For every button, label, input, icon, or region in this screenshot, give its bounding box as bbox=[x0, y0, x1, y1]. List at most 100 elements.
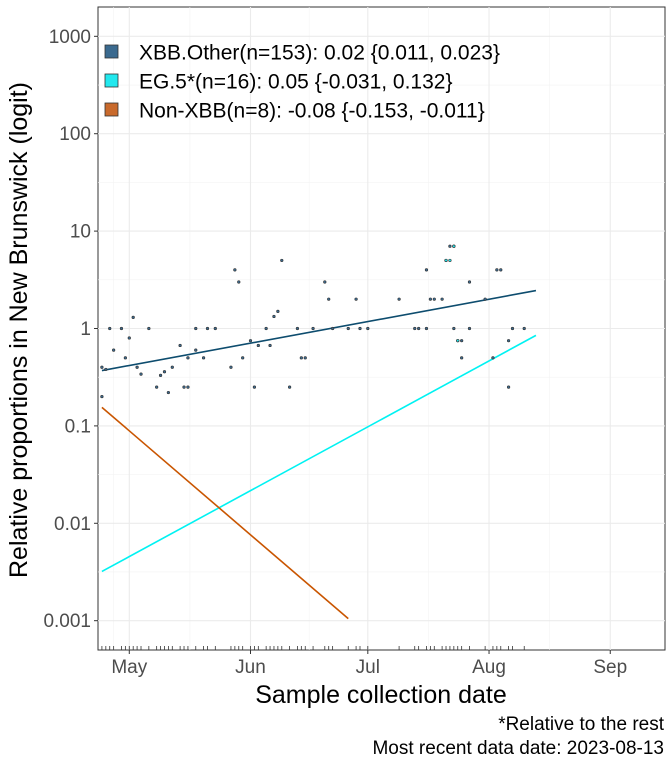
data-point-0 bbox=[131, 315, 135, 320]
y-tick-label: 100 bbox=[59, 124, 91, 145]
data-point-0 bbox=[264, 326, 268, 331]
data-point-0 bbox=[288, 385, 292, 389]
y-axis-title: Relative proportions in New Brunswick (l… bbox=[5, 82, 33, 578]
data-point-0 bbox=[237, 280, 241, 284]
data-point-0 bbox=[323, 280, 327, 284]
data-point-0 bbox=[123, 356, 127, 360]
data-point-0 bbox=[135, 365, 139, 369]
data-point-0 bbox=[424, 326, 429, 331]
data-point-0 bbox=[460, 339, 464, 343]
data-point-0 bbox=[147, 326, 151, 331]
x-tick-label: Aug bbox=[472, 657, 506, 678]
data-point-0 bbox=[303, 356, 307, 360]
data-point-0 bbox=[178, 343, 182, 348]
data-point-0 bbox=[186, 385, 190, 389]
data-point-0 bbox=[327, 297, 331, 301]
fit-lines bbox=[101, 289, 537, 620]
data-point-0 bbox=[162, 370, 167, 374]
x-axis: May Jun Jul Aug Sep bbox=[111, 650, 627, 678]
data-point-0 bbox=[510, 326, 515, 331]
data-point-0 bbox=[483, 297, 487, 301]
data-point-0 bbox=[331, 326, 335, 331]
y-tick-label: 0.01 bbox=[54, 514, 91, 535]
data-point-0 bbox=[311, 326, 315, 331]
data-point-0 bbox=[522, 326, 526, 331]
data-point-0 bbox=[448, 244, 452, 248]
data-point-0 bbox=[194, 348, 198, 352]
data-point-0 bbox=[272, 314, 276, 319]
legend-label-0: XBB.Other(n=153): 0.02 {0.011, 0.023} bbox=[139, 42, 500, 65]
caption-relative-note: *Relative to the rest bbox=[498, 714, 664, 735]
data-point-0 bbox=[170, 365, 174, 369]
y-axis: 0.001 0.01 0.1 1 10 100 1000 bbox=[43, 27, 98, 632]
data-point-0 bbox=[194, 326, 198, 331]
data-point-0 bbox=[158, 373, 163, 377]
data-point-0 bbox=[397, 297, 401, 301]
data-point-0 bbox=[506, 339, 511, 343]
data-point-0 bbox=[201, 356, 206, 360]
data-point-0 bbox=[460, 356, 464, 360]
data-point-0 bbox=[417, 326, 421, 331]
data-point-0 bbox=[358, 326, 362, 331]
data-point-0 bbox=[440, 297, 444, 301]
grid-major bbox=[98, 7, 665, 650]
data-point-0 bbox=[119, 326, 124, 331]
data-points bbox=[100, 244, 526, 399]
data-point-0 bbox=[491, 356, 495, 360]
data-point-0 bbox=[295, 326, 300, 331]
data-point-0 bbox=[213, 326, 217, 331]
data-point-1 bbox=[456, 339, 460, 343]
legend: XBB.Other(n=153): 0.02 {0.011, 0.023} EG.… bbox=[104, 42, 500, 123]
date-rug bbox=[101, 646, 525, 650]
y-tick-label: 1000 bbox=[49, 27, 91, 48]
data-point-0 bbox=[252, 385, 257, 389]
data-point-0 bbox=[346, 326, 350, 331]
data-point-0 bbox=[127, 336, 131, 340]
data-point-0 bbox=[506, 385, 511, 389]
data-point-0 bbox=[108, 326, 112, 331]
data-point-0 bbox=[166, 390, 170, 395]
data-point-1 bbox=[448, 258, 452, 263]
data-point-0 bbox=[248, 339, 253, 343]
data-point-0 bbox=[256, 343, 260, 348]
fit-line-1 bbox=[101, 334, 537, 573]
data-point-0 bbox=[424, 268, 429, 272]
data-point-0 bbox=[280, 258, 284, 263]
fit-line-0 bbox=[101, 289, 537, 372]
y-tick-label: 0.001 bbox=[43, 611, 91, 632]
data-point-0 bbox=[495, 268, 499, 272]
data-point-0 bbox=[366, 326, 370, 331]
data-point-0 bbox=[155, 385, 159, 389]
fit-line-2 bbox=[101, 406, 349, 620]
data-point-0 bbox=[467, 280, 472, 284]
y-tick-label: 0.1 bbox=[65, 416, 91, 437]
data-point-0 bbox=[112, 348, 116, 352]
legend-key-1 bbox=[104, 73, 119, 88]
data-point-0 bbox=[100, 394, 104, 399]
data-point-0 bbox=[499, 268, 503, 272]
data-point-0 bbox=[432, 297, 436, 301]
x-tick-label: Jul bbox=[356, 657, 380, 678]
data-point-0 bbox=[104, 367, 108, 372]
data-point-0 bbox=[229, 365, 233, 369]
data-point-0 bbox=[452, 326, 456, 331]
data-point-0 bbox=[139, 372, 143, 376]
data-point-0 bbox=[413, 326, 417, 331]
legend-key-0 bbox=[104, 44, 119, 59]
data-point-0 bbox=[467, 326, 472, 331]
legend-label-1: EG.5*(n=16): 0.05 {-0.031, 0.132} bbox=[139, 71, 452, 94]
data-point-0 bbox=[233, 268, 237, 272]
caption-recent-date: Most recent data date: 2023-08-13 bbox=[372, 738, 664, 759]
y-tick-label: 10 bbox=[70, 222, 91, 243]
legend-key-2 bbox=[104, 102, 119, 117]
legend-label-2: Non-XBB(n=8): -0.08 {-0.153, -0.011} bbox=[139, 100, 485, 123]
x-tick-label: Jun bbox=[235, 657, 266, 678]
data-point-0 bbox=[299, 356, 303, 360]
data-point-0 bbox=[276, 309, 280, 313]
y-tick-label: 1 bbox=[80, 319, 91, 340]
data-point-0 bbox=[241, 356, 245, 360]
data-point-0 bbox=[100, 365, 104, 369]
data-point-1 bbox=[452, 244, 456, 248]
x-axis-title: Sample collection date bbox=[255, 681, 507, 709]
